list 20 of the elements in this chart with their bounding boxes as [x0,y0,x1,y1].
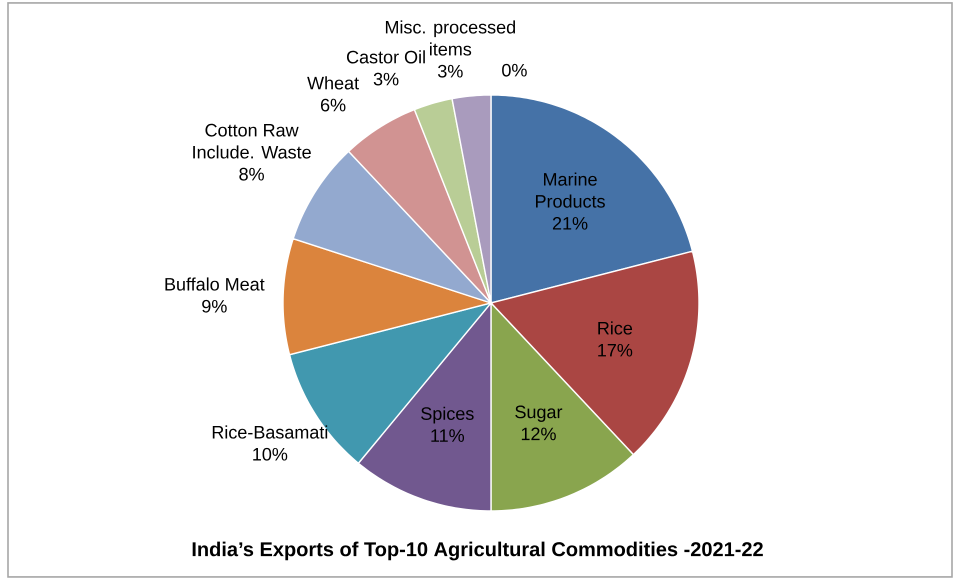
slice-label: Cotton Raw Include. Waste [193,124,311,159]
slice-label: Wheat [307,76,359,90]
data-label: 9% [202,300,227,313]
data-label: 12% [522,428,556,440]
text: India’s Exports of Top-10 Agricultural Commodities -2021-22 [192,542,763,560]
data-label: 11% [431,429,464,442]
slice-label: Buffalo Meat [165,277,265,291]
slice-label: Spices [421,406,474,424]
text: 0% [502,64,527,77]
slice-label: Marine Products [536,172,605,208]
data-label: 3% [438,64,463,78]
data-label: 21% [552,216,588,230]
data-label: 3% [374,72,398,86]
slice-label: Sugar [515,406,562,422]
data-label: 17% [598,344,632,357]
slice-label: Rice-Basamati [212,425,328,439]
data-label: 8% [239,168,264,181]
data-label: 6% [320,98,346,112]
data-label: 10% [253,448,288,461]
slice-label: Rice [598,321,632,335]
